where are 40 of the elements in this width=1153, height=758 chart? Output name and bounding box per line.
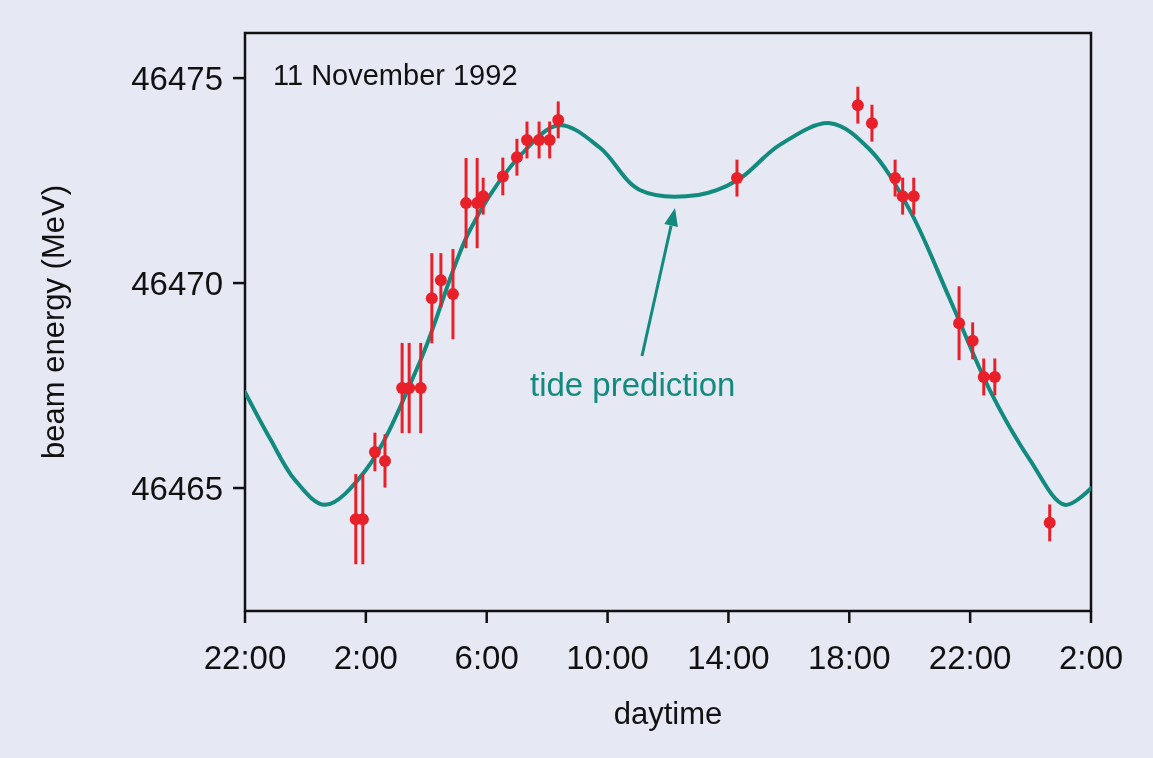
point	[953, 317, 966, 330]
point	[510, 151, 523, 164]
point	[477, 190, 490, 203]
point	[896, 190, 909, 203]
point	[730, 172, 743, 185]
point	[977, 370, 990, 383]
point	[460, 197, 473, 210]
point	[1043, 516, 1056, 529]
point	[446, 288, 459, 301]
x-tick-label: 22:00	[928, 639, 1012, 676]
point	[552, 113, 565, 126]
point	[368, 445, 381, 458]
x-tick-label: 10:00	[566, 639, 649, 676]
y-tick-label: 46475	[131, 60, 223, 98]
point	[434, 274, 447, 287]
point	[378, 454, 391, 467]
y-axis-title: beam energy (MeV)	[36, 185, 71, 459]
point	[966, 334, 979, 347]
annotation: tide prediction	[530, 366, 736, 403]
y-tick-label: 46470	[131, 265, 223, 303]
point	[889, 172, 902, 185]
x-tick-label: 14:00	[687, 639, 770, 676]
point	[865, 117, 878, 130]
point	[988, 370, 1001, 383]
point	[521, 133, 533, 146]
point	[907, 190, 920, 203]
point	[543, 133, 556, 146]
x-tick-label: 2:00	[333, 639, 398, 676]
x-tick-label: 22:00	[203, 639, 287, 676]
x-tick-label: 18:00	[807, 639, 891, 676]
point	[533, 133, 546, 146]
y-tick-label: 46465	[131, 470, 223, 508]
point	[425, 292, 438, 305]
point	[496, 170, 509, 183]
point	[414, 382, 427, 394]
annotation: 11 November 1992	[273, 59, 518, 91]
point	[851, 99, 864, 112]
x-tick-label: 6:00	[454, 639, 519, 676]
x-axis-title: daytime	[613, 696, 723, 731]
x-tick-label: 2:00	[1058, 639, 1124, 676]
